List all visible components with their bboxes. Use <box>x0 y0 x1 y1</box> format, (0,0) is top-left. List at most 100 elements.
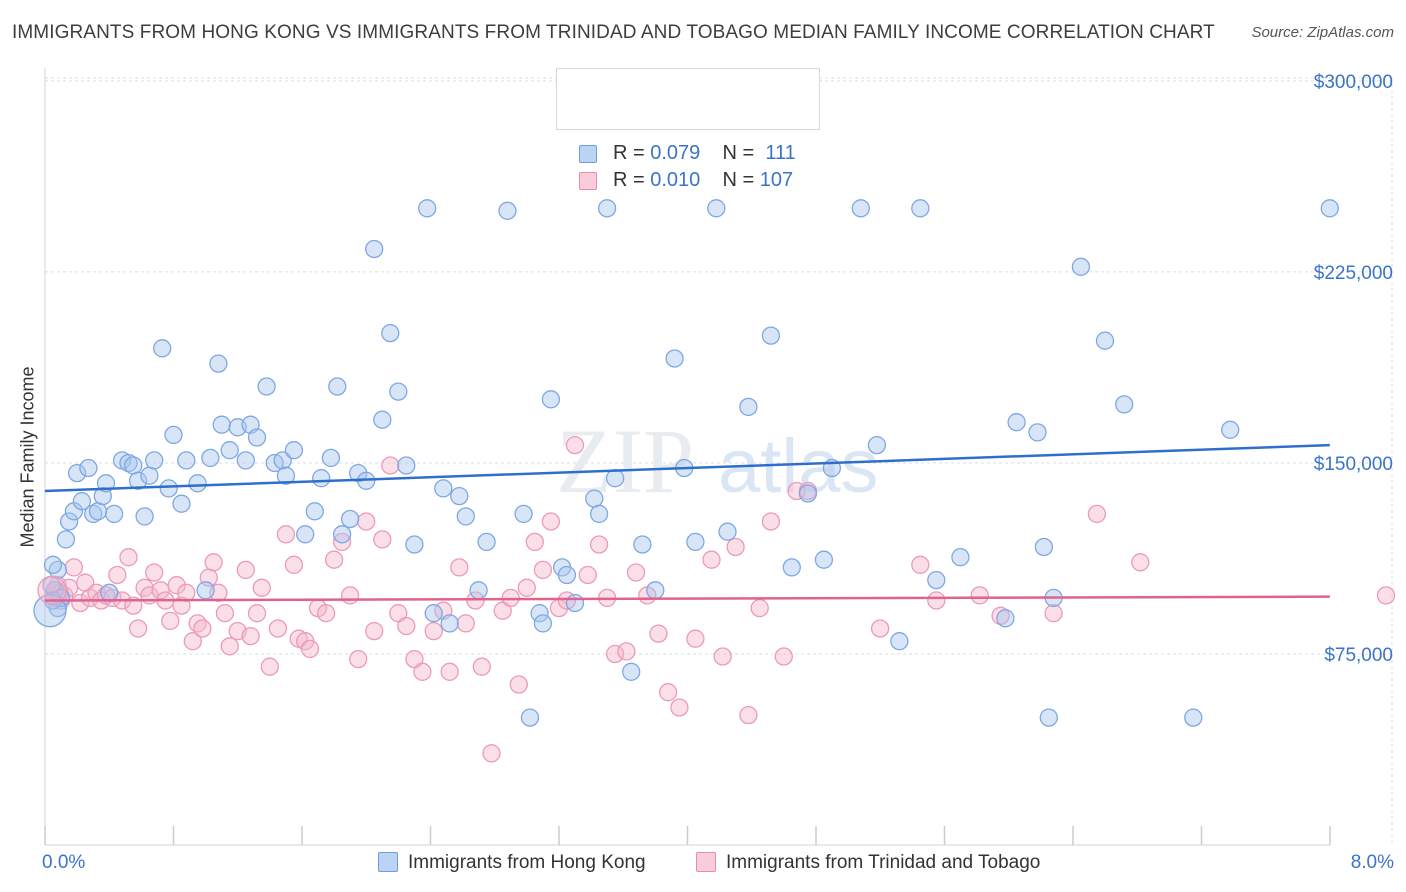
point-trinidad <box>658 683 678 702</box>
point-trinidad <box>316 604 336 623</box>
point-hong-kong <box>389 382 408 401</box>
legend-n-label: N = <box>722 142 755 164</box>
point-hong-kong <box>305 502 324 521</box>
point-hong-kong <box>84 504 103 524</box>
point-trinidad <box>145 563 164 582</box>
point-hong-kong <box>739 397 758 417</box>
point-hong-kong <box>1115 395 1134 414</box>
data-points <box>33 199 1396 763</box>
point-hong-kong <box>257 377 276 396</box>
point-trinidad <box>525 532 544 552</box>
point-trinidad <box>517 578 536 597</box>
point-trinidad <box>413 662 432 681</box>
point-trinidad <box>193 619 212 638</box>
point-hong-kong <box>1184 708 1203 727</box>
point-hong-kong <box>124 456 143 475</box>
point-hong-kong <box>247 428 267 447</box>
point-trinidad <box>268 619 288 638</box>
point-hong-kong <box>88 502 108 521</box>
point-trinidad <box>284 555 304 574</box>
point-trinidad <box>167 576 186 595</box>
point-trinidad <box>108 565 127 585</box>
point-hong-kong <box>996 609 1015 628</box>
point-trinidad <box>739 705 758 725</box>
point-trinidad <box>204 553 223 572</box>
point-hong-kong <box>67 463 87 483</box>
point-hong-kong <box>530 604 549 623</box>
point-hong-kong <box>153 339 172 358</box>
point-trinidad <box>177 583 196 602</box>
point-hong-kong <box>119 453 138 473</box>
point-hong-kong <box>911 199 930 218</box>
point-hong-kong <box>622 662 641 681</box>
point-hong-kong <box>450 486 469 506</box>
point-hong-kong <box>177 451 196 470</box>
point-trinidad <box>617 642 636 661</box>
point-hong-kong <box>135 507 154 526</box>
point-trinidad <box>533 560 553 580</box>
point-hong-kong <box>159 479 178 498</box>
point-hong-kong <box>1071 257 1091 276</box>
legend-n-value-1: 111 <box>765 142 796 164</box>
point-hong-kong <box>927 570 946 590</box>
point-hong-kong <box>188 474 207 493</box>
point-hong-kong <box>373 410 392 429</box>
point-trinidad <box>424 621 443 641</box>
point-hong-kong <box>424 604 443 623</box>
point-hong-kong <box>707 199 726 218</box>
point-hong-kong <box>798 484 818 503</box>
point-hong-kong <box>418 199 437 218</box>
point-trinidad <box>761 512 781 531</box>
y-tick-label: $225,000 <box>1314 263 1393 284</box>
legend-r-value-2: 0.010 <box>650 169 701 191</box>
y-tick-label: $150,000 <box>1314 454 1393 475</box>
point-trinidad <box>911 555 930 574</box>
point-trinidad <box>349 649 368 669</box>
trend-line-hong-kong <box>44 443 1330 493</box>
point-trinidad <box>927 591 946 610</box>
y-tick-label: $300,000 <box>1314 72 1393 93</box>
point-trinidad <box>686 629 705 648</box>
legend-r-value-1: 0.079 <box>650 142 701 164</box>
x-tick-max: 8.0% <box>1350 852 1394 873</box>
point-hong-kong <box>332 525 352 544</box>
grid-lines <box>45 77 1393 845</box>
trend-line-trinidad <box>44 595 1330 602</box>
point-hong-kong <box>761 326 781 345</box>
point-trinidad <box>381 456 400 475</box>
point-trinidad-cluster <box>37 575 67 605</box>
point-hong-kong <box>665 349 684 368</box>
point-trinidad <box>64 558 84 577</box>
point-hong-kong <box>533 614 553 633</box>
point-hong-kong <box>236 451 255 470</box>
point-hong-kong <box>284 441 304 460</box>
point-trinidad <box>119 548 138 567</box>
point-hong-kong <box>585 489 604 508</box>
point-trinidad <box>161 611 180 631</box>
point-trinidad <box>241 626 260 646</box>
point-hong-kong <box>140 466 159 485</box>
y-tick-label: $75,000 <box>1324 645 1393 666</box>
trend-lines <box>44 443 1330 602</box>
point-trinidad <box>482 744 501 763</box>
point-trinidad <box>397 616 416 636</box>
point-hong-kong <box>100 583 119 602</box>
point-hong-kong <box>434 479 453 498</box>
point-hong-kong <box>597 199 617 218</box>
point-hong-kong <box>321 448 341 468</box>
point-hong-kong <box>312 469 331 488</box>
point-trinidad <box>247 604 267 623</box>
point-trinidad <box>726 537 745 557</box>
point-hong-kong <box>1028 423 1047 442</box>
legend-n-value-2: 107 <box>759 169 794 191</box>
point-hong-kong <box>686 532 705 552</box>
point-trinidad <box>456 614 475 633</box>
point-trinidad <box>373 530 392 549</box>
point-hong-kong <box>365 239 384 259</box>
point-hong-kong <box>209 354 228 373</box>
point-trinidad <box>332 532 352 552</box>
point-trinidad <box>365 621 384 641</box>
point-trinidad <box>276 525 296 544</box>
legend-r-label: R = <box>613 169 645 191</box>
point-trinidad <box>970 586 989 605</box>
